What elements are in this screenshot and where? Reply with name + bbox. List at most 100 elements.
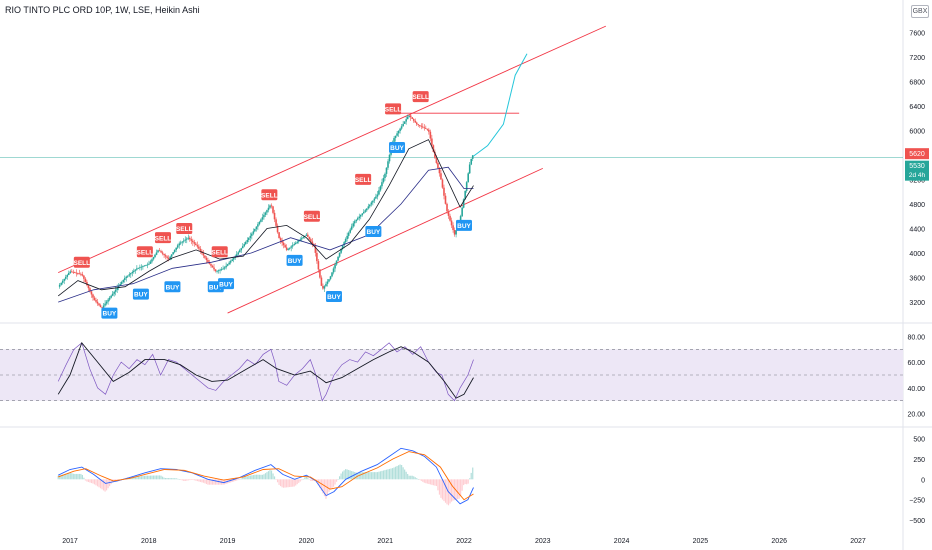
candle-body (423, 127, 426, 129)
candle-body (207, 260, 209, 263)
buy-signal-box (101, 307, 118, 319)
time-tick-label: 2026 (771, 538, 787, 545)
macd-histogram-bar (325, 479, 327, 499)
candle-body (107, 299, 109, 302)
candle-body (151, 259, 153, 262)
candle-body (453, 229, 456, 235)
sell-signal-box (385, 103, 402, 115)
candle-body (60, 282, 63, 285)
candle-body (131, 271, 134, 274)
macd-histogram-bar (440, 479, 442, 498)
candle-body (92, 294, 94, 298)
macd-histogram-bar (391, 468, 394, 480)
macd-tick-label: −250 (909, 498, 925, 505)
macd-histogram-bar (166, 478, 168, 480)
candle-body (465, 182, 468, 191)
macd-histogram-bar (252, 475, 254, 480)
candle-body (78, 273, 81, 275)
macd-histogram-bar (397, 465, 400, 480)
macd-histogram-bar (346, 469, 348, 480)
macd-histogram-bar (168, 478, 170, 480)
sell-signal-box (73, 256, 90, 268)
candle-body (417, 124, 420, 126)
rsi-ma-line (57, 342, 474, 399)
macd-histogram-bar (80, 473, 82, 480)
candle-body (326, 281, 329, 284)
candle-body (296, 241, 299, 243)
currency-badge[interactable]: GBX (911, 5, 929, 18)
macd-histogram-bar (133, 476, 135, 480)
candle-body (179, 242, 182, 244)
candle-body (99, 305, 102, 308)
macd-histogram-bar (180, 479, 182, 480)
macd-histogram-bar (172, 478, 174, 480)
macd-histogram-bar (181, 479, 183, 481)
macd-histogram-bar (351, 471, 353, 480)
macd-histogram-bar (142, 475, 144, 480)
macd-histogram-bar (332, 479, 335, 487)
buy-signal: BUY (286, 254, 303, 266)
candle-body (364, 210, 367, 212)
macd-histogram-bar (301, 479, 303, 481)
candle-body (241, 246, 244, 249)
rsi-line (57, 342, 474, 402)
chart-title: RIO TINTO PLC ORD 10P, 1W, LSE, Heikin A… (5, 5, 200, 15)
candle-body (459, 216, 462, 222)
macd-histogram-bar (460, 479, 462, 497)
buy-signal-box (456, 219, 472, 231)
candle-body (187, 237, 190, 239)
macd-histogram-bar (408, 475, 410, 480)
macd-histogram-bar (364, 472, 366, 480)
macd-histogram-bar (87, 479, 90, 483)
macd-histogram-bar (405, 471, 407, 480)
macd-histogram-bar (417, 479, 419, 480)
macd-histogram-bar (57, 475, 59, 480)
macd-histogram-bar (290, 479, 292, 487)
macd-histogram-bar (361, 472, 363, 480)
candle-body (240, 248, 243, 251)
candle-body (279, 238, 282, 241)
candle-body (468, 164, 471, 174)
macd-histogram-bar (81, 474, 83, 480)
candle-body (278, 232, 280, 239)
macd-histogram-bar (239, 479, 241, 480)
macd-histogram-bar (195, 479, 197, 481)
macd-histogram-bar (275, 479, 277, 480)
macd-histogram-bar (204, 479, 206, 484)
candle-body (387, 161, 389, 168)
time-tick-label: 2017 (62, 538, 78, 545)
macd-histogram-bar (349, 470, 351, 480)
macd-histogram-bar (151, 475, 153, 480)
candle-body (176, 245, 179, 248)
macd-histogram-bar (461, 479, 463, 491)
candle-body (471, 155, 474, 159)
channel-upper-line (57, 25, 607, 274)
candle-body (358, 216, 361, 219)
sell-signal-label: SELL (74, 260, 91, 267)
sell-signal: SELL (211, 246, 228, 258)
candle-body (254, 228, 256, 232)
candle-body (400, 126, 403, 129)
macd-histogram-bar (257, 474, 259, 480)
macd-histogram-bar (342, 471, 344, 480)
candle-body (61, 280, 64, 283)
macd-histogram-bar (231, 479, 233, 482)
candle-body (214, 269, 217, 272)
macd-histogram-bar (261, 474, 264, 480)
macd-histogram-bar (65, 473, 67, 480)
candle-body (74, 272, 76, 274)
macd-histogram-bar (260, 474, 262, 480)
macd-histogram-bar (157, 475, 159, 480)
candle-body (432, 145, 435, 152)
candle-body (402, 123, 404, 127)
macd-histogram-bar (236, 479, 238, 481)
macd-histogram-bar (283, 479, 285, 488)
price-tick-label: 6000 (909, 128, 925, 135)
macd-histogram-bar (71, 473, 73, 480)
candle-body (225, 265, 227, 268)
candle-body (294, 242, 297, 245)
candle-body (140, 266, 143, 268)
sell-signal-box (261, 189, 278, 201)
candle-body (172, 252, 174, 255)
